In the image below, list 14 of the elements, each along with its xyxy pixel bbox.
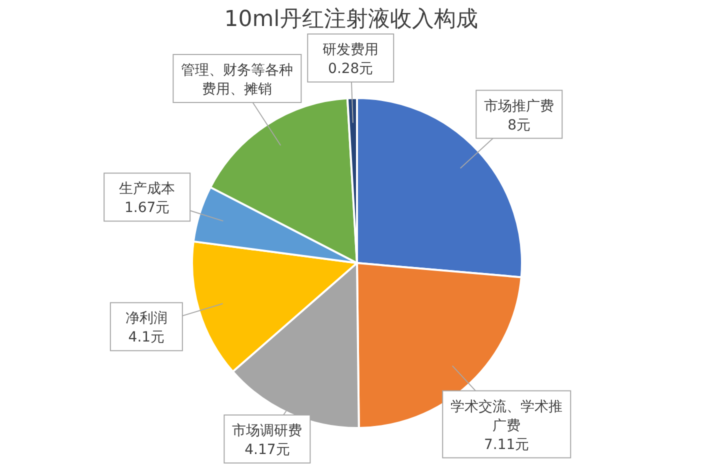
data-label: 4.1元 — [128, 330, 165, 346]
data-label: 7.11元 — [484, 436, 530, 453]
data-label: 4.17元 — [244, 442, 290, 458]
slice-label: 管理、财务等各种费用、摊销 — [181, 62, 294, 98]
data-label: 8元 — [508, 117, 531, 134]
chart-title: 10ml丹红注射液收入构成 — [223, 6, 479, 34]
data-label: 0.28元 — [328, 61, 374, 77]
data-label: 1.67元 — [124, 200, 170, 216]
slice-label: 生产成本 — [119, 181, 176, 198]
slice-label: 研发费用 — [322, 42, 379, 58]
slice-label: 净利润 — [125, 310, 168, 327]
slice-label: 市场调研费 — [232, 423, 302, 439]
slice-label: 市场推广费 — [484, 98, 554, 114]
slice-label: 学术交流、学术推广费 — [450, 398, 563, 434]
